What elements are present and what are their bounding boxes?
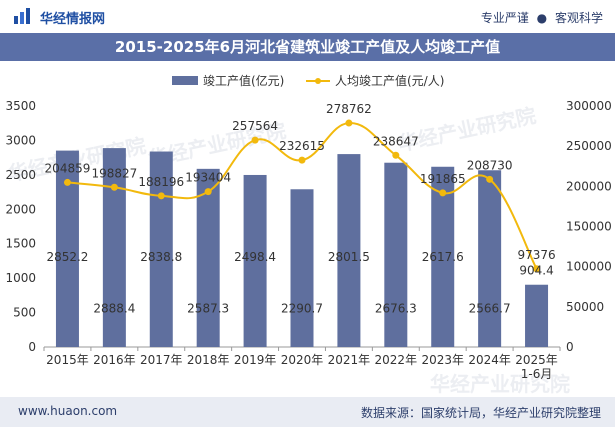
chart-title: 2015-2025年6月河北省建筑业竣工产值及人均竣工产值 [114, 38, 501, 56]
line-point [204, 188, 212, 196]
x-tick-label: 1-6月 [521, 367, 553, 381]
line-value-label: 238647 [373, 134, 419, 148]
y-left-tick-label: 0 [28, 340, 36, 354]
x-tick-label: 2016年 [93, 353, 136, 367]
x-tick-label: 2023年 [421, 353, 464, 367]
y-left-tick-label: 500 [13, 306, 36, 320]
y-right-tick-label: 100000 [566, 260, 612, 274]
bar-value-label: 2566.7 [469, 302, 511, 316]
bar [384, 162, 408, 347]
line-value-label: 232615 [279, 139, 325, 153]
line-point [486, 175, 494, 183]
line-point [63, 178, 71, 186]
tagline-professional: 专业严谨 [480, 11, 529, 25]
line-point [157, 192, 165, 200]
bar-value-label: 2617.6 [422, 250, 464, 264]
x-tick-label: 2017年 [140, 353, 183, 367]
tagline-objective: 客观科学 [554, 11, 603, 25]
bar-value-label: 2676.3 [375, 302, 417, 316]
x-tick-label: 2019年 [234, 353, 277, 367]
line-value-label: 278762 [326, 102, 372, 116]
line-point [392, 151, 400, 159]
legend: 竣工产值(亿元) 人均竣工产值(元/人) [172, 73, 444, 88]
tagline: 专业严谨 ● 客观科学 [481, 9, 603, 26]
line-value-label: 198827 [91, 166, 137, 180]
bar-value-label: 2852.2 [46, 250, 88, 264]
bar [243, 174, 267, 347]
title-bar: 2015-2025年6月河北省建筑业竣工产值及人均竣工产值 [0, 33, 615, 61]
x-tick-label: 2021年 [328, 353, 371, 367]
legend-line-marker [315, 78, 321, 84]
data-labels: 2852.2 2888.4 2838.8 2587.3 2498.4 2290.7 2801… [45, 102, 556, 316]
line-point [110, 183, 118, 191]
footer-website: www.huaon.com [18, 404, 118, 418]
bar-value-label: 2498.4 [234, 250, 276, 264]
bar-value-label: 2801.5 [328, 250, 370, 264]
line-point [298, 156, 306, 164]
bar-series [55, 148, 549, 347]
x-tick-label: 2020年 [281, 353, 324, 367]
x-tick-label: 2024年 [468, 353, 511, 367]
bar [149, 151, 173, 347]
y-right-tick-label: 50000 [566, 300, 604, 314]
bar-value-label: 2290.7 [281, 302, 323, 316]
line-point [533, 265, 541, 273]
bar-value-label: 2838.8 [140, 250, 182, 264]
y-left-tick-label: 2000 [5, 202, 36, 216]
y-left-tick-label: 3000 [5, 133, 36, 147]
top-bar: 华经情报网 专业严谨 ● 客观科学 [0, 0, 615, 33]
footer-source: 数据来源：国家统计局，华经产业研究院整理 [360, 406, 601, 420]
bar [290, 189, 314, 347]
legend-bar-label: 竣工产值(亿元) [203, 73, 284, 88]
y-right-tick-label: 250000 [566, 139, 612, 153]
tagline-separator: ● [536, 11, 548, 25]
line-value-label: 204859 [45, 161, 91, 175]
line-value-label: 97376 [517, 248, 555, 262]
bar [337, 154, 361, 347]
bar [525, 284, 549, 347]
bar [196, 168, 220, 347]
x-tick-label: 2025年 [515, 353, 558, 367]
legend-line-label: 人均竣工产值(元/人) [335, 73, 444, 88]
bar-value-label: 2888.4 [93, 302, 135, 316]
line-point [345, 119, 353, 127]
bar [431, 166, 455, 347]
footer: www.huaon.com 数据来源：国家统计局，华经产业研究院整理 [0, 397, 615, 427]
line-value-label: 208730 [467, 158, 513, 172]
watermark-text: 华经产业研究院 [430, 372, 570, 396]
bar [478, 170, 502, 347]
y-left-tick-label: 3500 [5, 99, 36, 113]
line-value-label: 257564 [232, 119, 278, 133]
y-left-tick-label: 1000 [5, 271, 36, 285]
x-tick-label: 2022年 [375, 353, 418, 367]
chart-svg: 华经产业研究院华经产业研究院华经产业研究院华经产业研究院 竣工产值(亿元)人均竣… [5, 73, 612, 396]
x-tick-label: 2018年 [187, 353, 230, 367]
bar [102, 148, 126, 347]
line-value-label: 188196 [138, 175, 184, 189]
bar [55, 150, 79, 347]
line-point [439, 189, 447, 197]
line-value-label: 193404 [185, 171, 231, 185]
legend-bar-swatch [172, 76, 198, 85]
bar-value-label: 904.4 [519, 264, 553, 278]
brand-name: 华经情报网 [40, 12, 106, 27]
y-right-tick-label: 0 [566, 340, 574, 354]
brand-logo-icon [14, 8, 30, 24]
y-left-tick-label: 2500 [5, 168, 36, 182]
bar-value-label: 2587.3 [187, 302, 229, 316]
y-left-tick-label: 1500 [5, 237, 36, 251]
line-point [251, 136, 259, 144]
x-tick-label: 2015年 [46, 353, 89, 367]
y-right-tick-label: 300000 [566, 99, 612, 113]
line-series [63, 119, 541, 273]
y-right-tick-label: 200000 [566, 179, 612, 193]
line-value-label: 191865 [420, 172, 466, 186]
y-right-tick-label: 150000 [566, 220, 612, 234]
